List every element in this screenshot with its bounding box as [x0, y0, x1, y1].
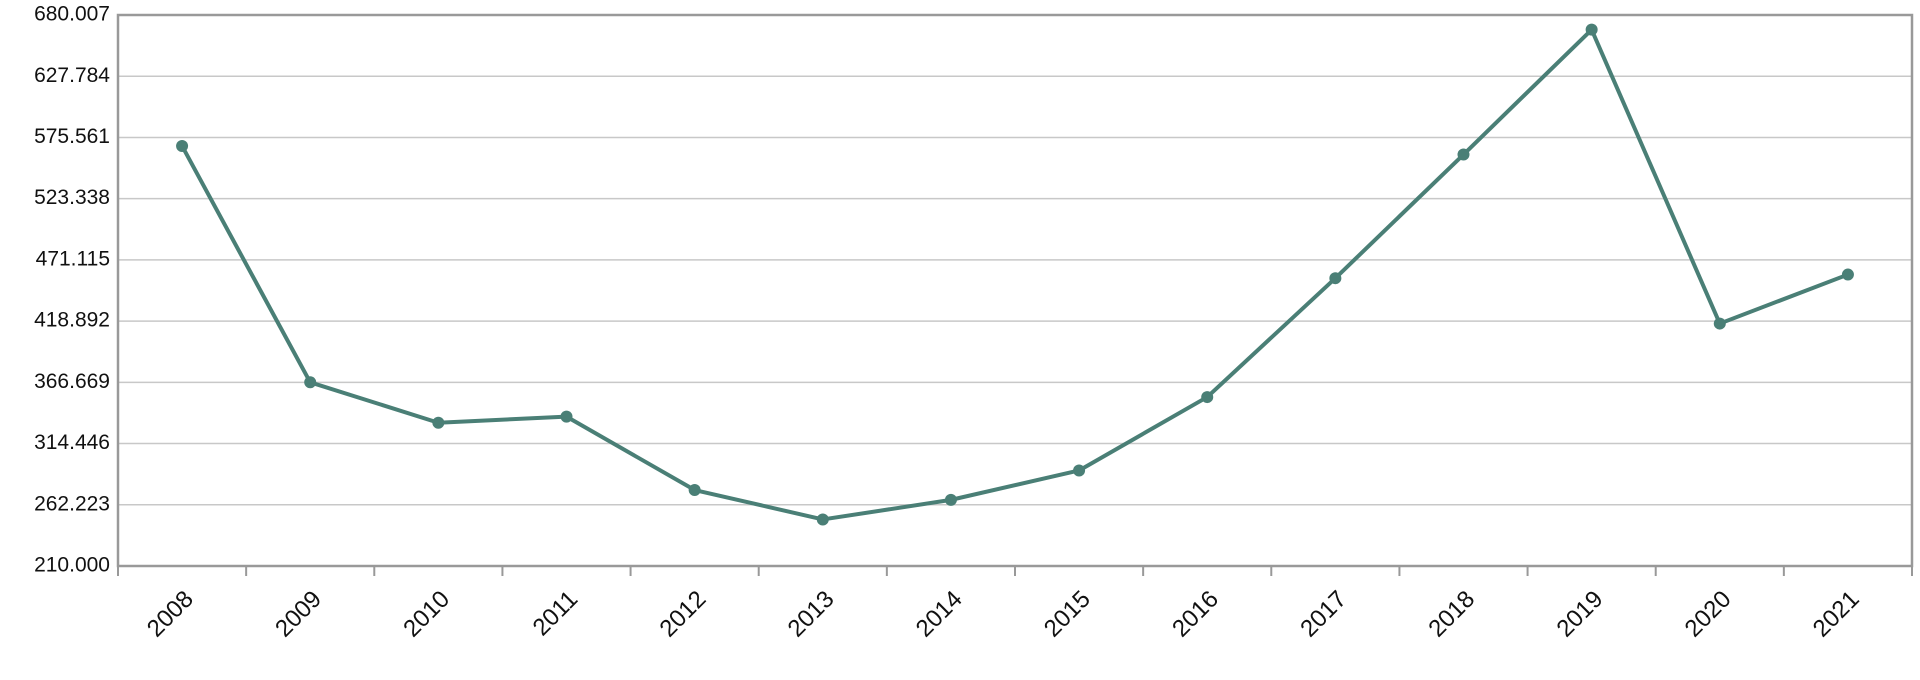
x-tick-label: 2021: [1808, 586, 1865, 643]
y-tick-label: 366.669: [34, 370, 110, 393]
x-tick-label: 2009: [270, 586, 327, 643]
y-tick-label: 523.338: [34, 186, 110, 209]
x-tick-label: 2018: [1423, 586, 1480, 643]
point: [1585, 23, 1598, 36]
point: [1201, 391, 1214, 404]
x-tick-label: 2013: [783, 586, 840, 643]
line: [180, 27, 1849, 522]
point: [944, 493, 957, 506]
x-tick-label: 2012: [655, 586, 712, 643]
x-tick-label: 2010: [398, 586, 455, 643]
x-tick-label: 2011: [528, 586, 584, 642]
x-tick-label: 2019: [1552, 586, 1609, 643]
point: [1841, 268, 1854, 281]
point: [1073, 464, 1086, 477]
point: [432, 416, 445, 429]
x-tick-label: 2020: [1680, 586, 1737, 643]
y-tick-label: 262.223: [34, 492, 110, 515]
point: [560, 410, 573, 423]
x-tick-label: 2016: [1167, 586, 1224, 643]
point: [1329, 272, 1342, 285]
point: [176, 139, 189, 152]
y-tick-label: 627.784: [34, 64, 110, 87]
point: [1457, 148, 1470, 161]
y-tick-label: 210.000: [34, 554, 110, 577]
point: [816, 513, 829, 526]
y-tick-label: 575.561: [34, 125, 110, 148]
point: [688, 484, 701, 497]
y-tick-label: 314.446: [34, 431, 110, 454]
x-tick-label: 2014: [911, 586, 968, 643]
x-tick-label: 2015: [1039, 586, 1096, 643]
point: [304, 376, 317, 389]
point: [1713, 317, 1726, 330]
y-tick-label: 471.115: [36, 247, 110, 270]
x-tick-label: 2008: [142, 586, 199, 643]
y-tick-label: 418.892: [34, 309, 110, 332]
y-tick-label: 680.007: [34, 3, 110, 26]
x-tick-label: 2017: [1295, 586, 1352, 643]
